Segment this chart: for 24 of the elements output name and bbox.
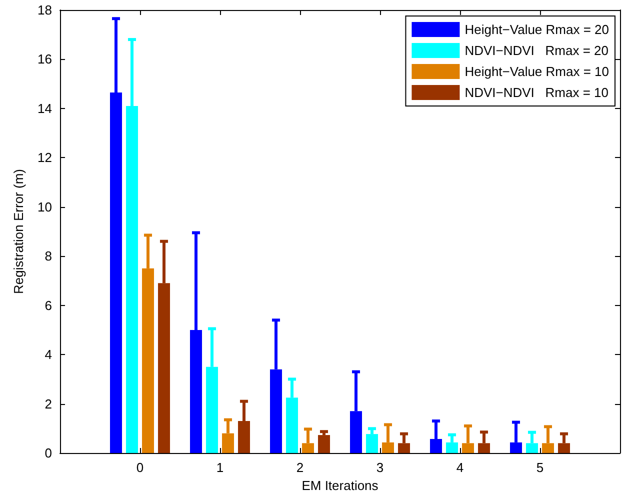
bar <box>318 435 330 453</box>
y-tick-label: 18 <box>38 2 52 18</box>
x-tick-label: 4 <box>456 460 464 475</box>
y-tick-label: 0 <box>44 446 52 460</box>
legend-label: Height−Value Rmax = 10 <box>464 64 610 79</box>
y-axis-title: Registration Error (m) <box>11 169 26 294</box>
y-tick-label: 2 <box>44 396 52 412</box>
x-tick-label: 5 <box>536 460 544 475</box>
x-axis-title: EM Iterations <box>302 478 379 493</box>
bar <box>366 434 378 453</box>
y-tick-label: 16 <box>38 52 52 67</box>
legend-label: NDVI−NDVI Rmax = 10 <box>464 85 608 100</box>
y-tick-label: 12 <box>38 150 52 166</box>
x-tick-label: 3 <box>376 460 384 475</box>
x-tick-label: 1 <box>216 460 224 475</box>
y-tick-label: 8 <box>44 248 52 264</box>
y-tick-label: 14 <box>38 100 52 116</box>
y-tick-label: 6 <box>44 298 52 313</box>
x-tick-label: 2 <box>296 460 304 475</box>
x-tick-label: 0 <box>136 460 144 475</box>
legend-label: Height−Value Rmax = 20 <box>464 22 610 37</box>
legend-label: NDVI−NDVI Rmax = 20 <box>464 43 608 58</box>
y-tick-label: 10 <box>38 199 52 214</box>
y-tick-label: 4 <box>44 347 52 362</box>
